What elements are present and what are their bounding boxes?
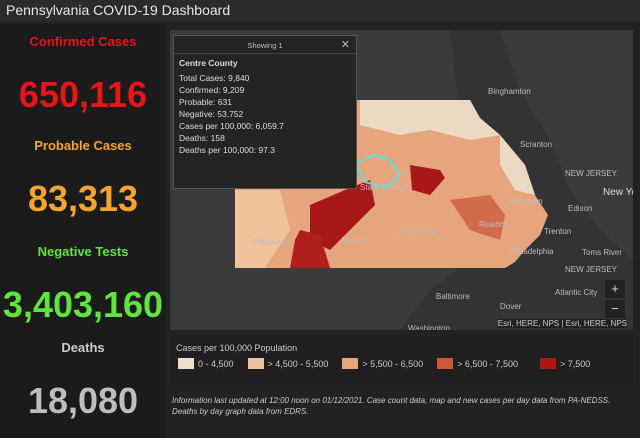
map-label: NEW JERSEY (565, 265, 618, 274)
popup-county: Centre County (179, 58, 238, 68)
map[interactable]: + − Esri, HERE, NPS | Esri, HERE, NPS Bi… (170, 30, 633, 330)
popup-line: Negative: 53,752 (179, 109, 244, 119)
popup-line: Deaths per 100,000: 97.3 (179, 145, 275, 155)
header-title: Pennsylvania COVID-19 Dashboard (0, 0, 640, 22)
map-label: Trenton (544, 227, 572, 236)
legend-item: > 7,500 (539, 358, 591, 369)
map-label: Allentown (508, 197, 543, 206)
legend-label: > 5,500 - 6,500 (362, 358, 424, 369)
map-label: Atlantic City (555, 288, 598, 297)
popup-heading: Showing 1 (174, 36, 356, 54)
map-label: Toms River (582, 248, 623, 257)
selected-county (353, 153, 402, 190)
legend-swatch (539, 358, 556, 369)
region-mid (450, 195, 505, 240)
region-light (360, 100, 500, 140)
legend-label: > 7,500 (559, 358, 591, 369)
region-light2 (235, 190, 290, 268)
map-label: Harrisburg (398, 226, 436, 235)
map-label: Binghamton (488, 87, 531, 96)
legend-swatch (437, 358, 454, 369)
map-label: Dover (500, 302, 522, 311)
popup-line: Probable: 631 (179, 97, 232, 107)
popup-line: Deaths: 158 (179, 133, 225, 143)
popup: Showing 1 ✕ Centre County Total Cases: 9… (173, 35, 357, 189)
popup-line: Total Cases: 9,840 (179, 73, 250, 83)
zoom-out-icon: − (611, 301, 619, 316)
zoom-out[interactable] (605, 300, 625, 318)
map-label: State College (360, 183, 409, 192)
zoom-in[interactable] (605, 280, 625, 298)
map-label: Scranton (520, 140, 553, 149)
map-label: Philadelphia (510, 247, 554, 256)
attribution: Esri, HERE, NPS | Esri, HERE, NPS (497, 319, 627, 328)
stat-label: Negative Tests (37, 244, 129, 259)
stats-panel: Confirmed Cases 650,116 Probable Cases 83,3… (0, 24, 166, 438)
legend-item: > 5,500 - 6,500 (342, 358, 423, 369)
legend-swatch (342, 358, 359, 369)
region-dark (310, 180, 375, 250)
map-label: NEW JERSEY (565, 169, 618, 178)
map-label: New York (603, 187, 633, 198)
legend: Cases per 100,000 Population 0 - 4,500 > … (170, 336, 633, 384)
legend-label: 0 - 4,500 (198, 358, 234, 369)
stat-value: 3,403,160 (2, 284, 164, 325)
legend-title: Cases per 100,000 Population (176, 343, 298, 353)
legend-label: > 6,500 - 7,500 (457, 358, 518, 369)
map-label: Reading (479, 220, 509, 229)
region-dark2 (290, 230, 330, 268)
stat-label: Probable Cases (34, 138, 132, 153)
popup-line: Confirmed: 9,209 (179, 85, 245, 95)
legend-swatch (178, 358, 194, 369)
legend-item: > 6,500 - 7,500 (437, 358, 518, 369)
stat-value: 83,313 (27, 178, 139, 219)
legend-item: 0 - 4,500 (178, 358, 234, 369)
stat-label: Deaths (61, 340, 105, 355)
region-light3 (500, 135, 535, 195)
map-label: Altoona (340, 236, 368, 245)
stat-value: 18,080 (27, 380, 139, 421)
legend-items: 0 - 4,500 > 4,500 - 5,500 > 5,500 - 6,500 >… (170, 358, 633, 369)
legend-swatch (247, 358, 264, 369)
popup-line: Cases per 100,000: 6,059.7 (179, 121, 284, 131)
legend-item: > 4,500 - 5,500 (247, 358, 329, 369)
map-label: Edison (568, 204, 593, 213)
map-label: Baltimore (436, 292, 470, 301)
map-label: Washington (408, 324, 450, 330)
zoom-in-icon: + (611, 281, 619, 296)
stat-value: 650,116 (18, 74, 148, 115)
popup-lines: Total Cases: 9,840 Confirmed: 9,209 Probab… (174, 72, 356, 156)
stat-label: Confirmed Cases (29, 34, 137, 49)
legend-label: > 4,500 - 5,500 (267, 358, 329, 369)
map-label: Pittsburgh (253, 238, 290, 247)
region-dark3 (410, 165, 445, 195)
footnote: Information last updated at 12:00 noon o… (172, 396, 611, 416)
popup-close[interactable]: ✕ (340, 39, 350, 51)
